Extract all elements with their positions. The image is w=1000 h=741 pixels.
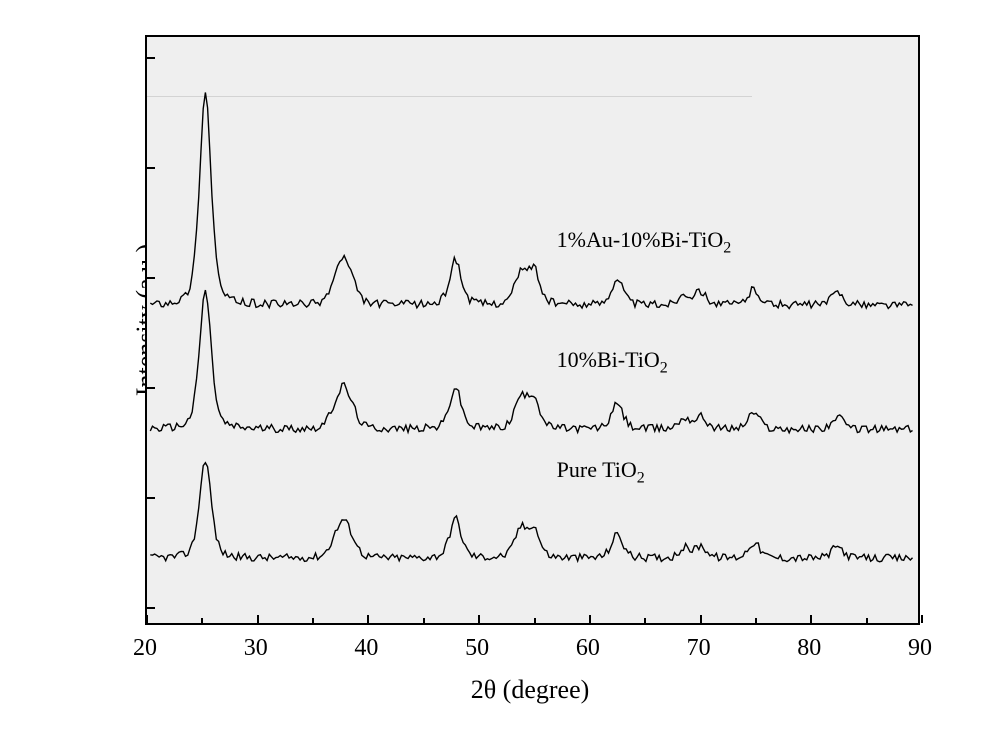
xrd-chart: Intensity (a.u.) 2θ (degree) Pure TiO210… xyxy=(50,20,950,720)
x-tick-minor xyxy=(644,618,646,623)
x-tick xyxy=(257,615,259,623)
x-tick xyxy=(478,615,480,623)
series-label: 10%Bi-TiO2 xyxy=(557,347,668,377)
y-tick xyxy=(147,607,155,609)
xrd-trace xyxy=(150,290,912,433)
x-tick-minor xyxy=(866,618,868,623)
x-tick xyxy=(700,615,702,623)
x-tick xyxy=(146,615,148,623)
x-tick-minor xyxy=(423,618,425,623)
x-tick-minor xyxy=(755,618,757,623)
plot-area: Pure TiO2 10%Bi-TiO2 1%Au-10%Bi-TiO2 xyxy=(145,35,920,625)
x-tick-minor xyxy=(534,618,536,623)
y-tick xyxy=(147,277,155,279)
x-axis-label: 2θ (degree) xyxy=(471,675,590,705)
y-tick xyxy=(147,57,155,59)
x-tick xyxy=(367,615,369,623)
x-tick-label: 40 xyxy=(354,635,378,662)
x-tick-label: 60 xyxy=(576,635,600,662)
x-tick xyxy=(810,615,812,623)
x-tick-label: 80 xyxy=(797,635,821,662)
x-tick-minor xyxy=(201,618,203,623)
x-tick-label: 30 xyxy=(244,635,268,662)
x-tick xyxy=(921,615,923,623)
xrd-trace xyxy=(150,92,912,308)
y-tick xyxy=(147,497,155,499)
xrd-traces xyxy=(147,37,918,623)
series-label: Pure TiO2 xyxy=(557,457,645,487)
x-tick-label: 70 xyxy=(687,635,711,662)
x-tick xyxy=(589,615,591,623)
x-tick-minor xyxy=(312,618,314,623)
x-tick-label: 50 xyxy=(465,635,489,662)
y-tick xyxy=(147,387,155,389)
y-tick xyxy=(147,167,155,169)
xrd-trace xyxy=(150,463,912,562)
x-tick-label: 20 xyxy=(133,635,157,662)
series-label: 1%Au-10%Bi-TiO2 xyxy=(557,227,732,257)
x-tick-label: 90 xyxy=(908,635,932,662)
